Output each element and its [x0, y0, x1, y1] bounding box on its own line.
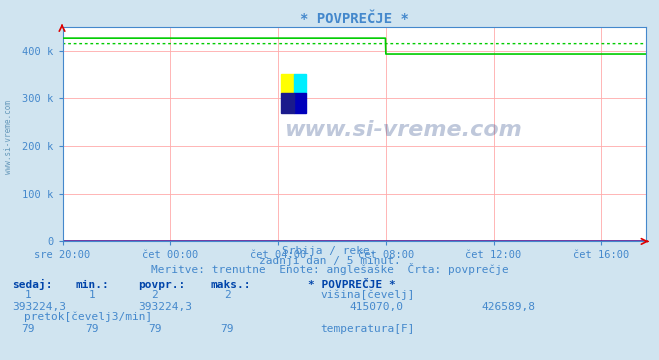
Text: maks.:: maks.:: [211, 280, 251, 290]
Text: sedaj:: sedaj:: [12, 279, 52, 290]
Text: 79: 79: [221, 324, 234, 334]
Text: www.si-vreme.com: www.si-vreme.com: [4, 100, 13, 174]
Bar: [293, 93, 306, 113]
Text: 2: 2: [224, 290, 231, 300]
Text: povpr.:: povpr.:: [138, 280, 186, 290]
Text: 393224,3: 393224,3: [138, 302, 192, 312]
Bar: [293, 74, 306, 93]
Text: 415070,0: 415070,0: [349, 302, 403, 312]
Text: temperatura[F]: temperatura[F]: [320, 324, 415, 334]
Text: 393224,3: 393224,3: [12, 302, 66, 312]
Text: min.:: min.:: [76, 280, 109, 290]
Text: 426589,8: 426589,8: [481, 302, 535, 312]
Text: 1: 1: [25, 290, 32, 300]
Text: Srbija / reke.: Srbija / reke.: [282, 246, 377, 256]
Text: 79: 79: [148, 324, 161, 334]
Text: 2: 2: [152, 290, 158, 300]
Text: 79: 79: [86, 324, 99, 334]
Text: 1: 1: [89, 290, 96, 300]
Text: * POVPREČJE *: * POVPREČJE *: [308, 280, 396, 290]
Bar: [281, 93, 293, 113]
Text: Meritve: trenutne  Enote: anglešaške  Črta: povprečje: Meritve: trenutne Enote: anglešaške Črta…: [151, 263, 508, 275]
Text: višina[čevelj]: višina[čevelj]: [320, 289, 415, 300]
Text: pretok[čevelj3/min]: pretok[čevelj3/min]: [24, 311, 152, 322]
Text: www.si-vreme.com: www.si-vreme.com: [284, 120, 522, 140]
Bar: [281, 74, 293, 93]
Text: zadnji dan / 5 minut.: zadnji dan / 5 minut.: [258, 256, 401, 266]
Text: 79: 79: [22, 324, 35, 334]
Title: * POVPREČJE *: * POVPREČJE *: [300, 12, 409, 26]
